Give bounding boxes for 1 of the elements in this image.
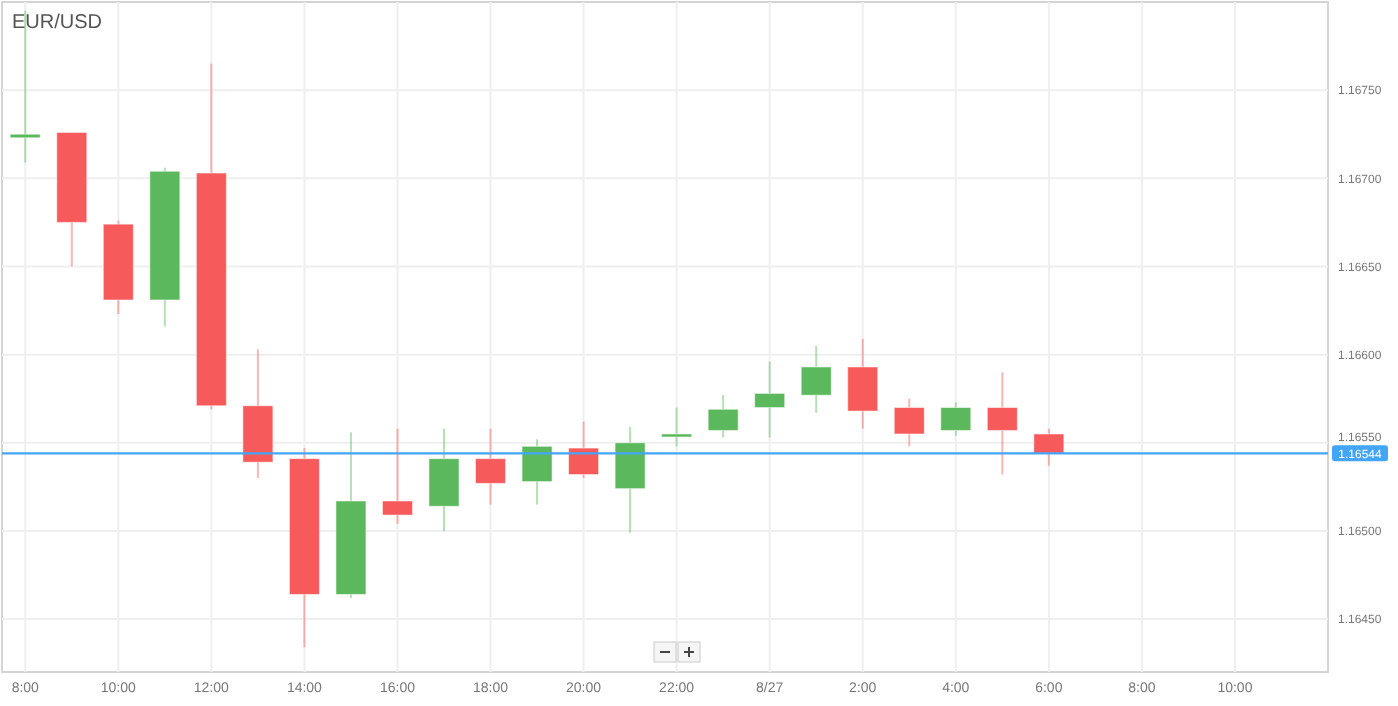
text: EUR/USD: [12, 12, 103, 34]
